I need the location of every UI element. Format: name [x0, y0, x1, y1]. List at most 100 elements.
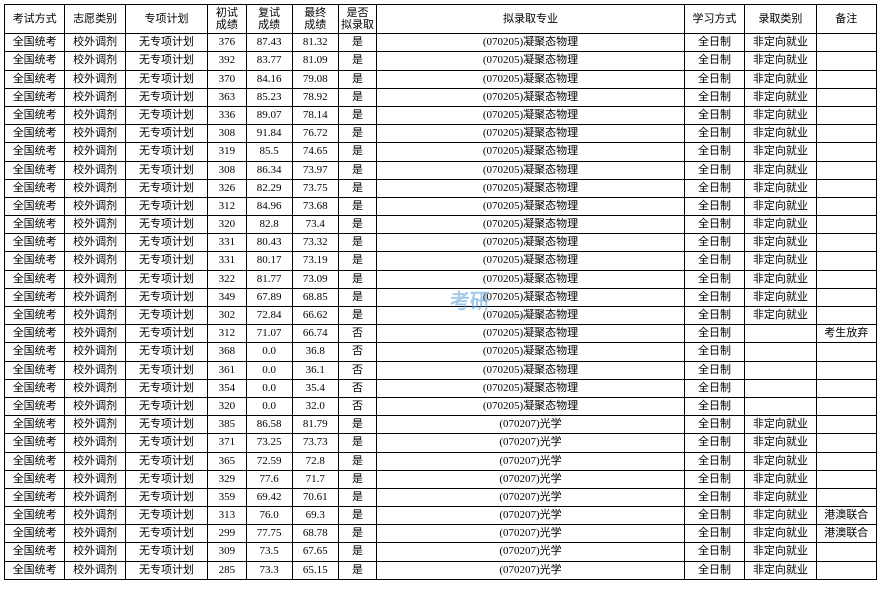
cell-retest: 69.42 — [246, 488, 292, 506]
cell-accept: 是 — [338, 234, 376, 252]
cell-accept: 是 — [338, 216, 376, 234]
cell-major: (070207)光学 — [377, 434, 685, 452]
table-row: 全国统考校外调剂无专项计划33689.0778.14是(070205)凝聚态物理… — [5, 106, 877, 124]
cell-init: 308 — [208, 125, 246, 143]
cell-exam: 全国统考 — [5, 488, 65, 506]
cell-final: 73.19 — [292, 252, 338, 270]
cell-major: (070207)光学 — [377, 416, 685, 434]
cell-study: 全日制 — [684, 125, 744, 143]
cell-remark — [816, 143, 876, 161]
cell-study: 全日制 — [684, 270, 744, 288]
header-remark: 备注 — [816, 5, 876, 34]
cell-remark — [816, 252, 876, 270]
cell-retest: 80.17 — [246, 252, 292, 270]
cell-plan: 无专项计划 — [125, 488, 207, 506]
cell-admit: 非定向就业 — [745, 52, 816, 70]
cell-wish: 校外调剂 — [65, 106, 125, 124]
table-row: 全国统考校外调剂无专项计划32082.873.4是(070205)凝聚态物理全日… — [5, 216, 877, 234]
cell-study: 全日制 — [684, 106, 744, 124]
cell-major: (070205)凝聚态物理 — [377, 179, 685, 197]
cell-accept: 是 — [338, 288, 376, 306]
cell-study: 全日制 — [684, 543, 744, 561]
header-final-score: 最终成绩 — [292, 5, 338, 34]
cell-admit: 非定向就业 — [745, 106, 816, 124]
table-row: 全国统考校外调剂无专项计划30886.3473.97是(070205)凝聚态物理… — [5, 161, 877, 179]
cell-plan: 无专项计划 — [125, 197, 207, 215]
cell-retest: 72.84 — [246, 307, 292, 325]
cell-final: 73.4 — [292, 216, 338, 234]
table-row: 全国统考校外调剂无专项计划39283.7781.09是(070205)凝聚态物理… — [5, 52, 877, 70]
cell-retest: 73.5 — [246, 543, 292, 561]
cell-retest: 87.43 — [246, 34, 292, 52]
cell-remark — [816, 416, 876, 434]
cell-accept: 是 — [338, 307, 376, 325]
cell-exam: 全国统考 — [5, 216, 65, 234]
cell-final: 73.75 — [292, 179, 338, 197]
cell-remark: 考生放弃 — [816, 325, 876, 343]
cell-admit: 非定向就业 — [745, 543, 816, 561]
header-is-accepted: 是否拟录取 — [338, 5, 376, 34]
header-study-mode: 学习方式 — [684, 5, 744, 34]
table-row: 全国统考校外调剂无专项计划3540.035.4否(070205)凝聚态物理全日制 — [5, 379, 877, 397]
cell-exam: 全国统考 — [5, 543, 65, 561]
cell-final: 32.0 — [292, 397, 338, 415]
cell-exam: 全国统考 — [5, 179, 65, 197]
cell-retest: 0.0 — [246, 343, 292, 361]
cell-admit: 非定向就业 — [745, 416, 816, 434]
cell-study: 全日制 — [684, 470, 744, 488]
cell-exam: 全国统考 — [5, 125, 65, 143]
cell-wish: 校外调剂 — [65, 52, 125, 70]
cell-final: 78.14 — [292, 106, 338, 124]
cell-wish: 校外调剂 — [65, 143, 125, 161]
header-init-score: 初试成绩 — [208, 5, 246, 34]
cell-major: (070205)凝聚态物理 — [377, 343, 685, 361]
cell-init: 329 — [208, 470, 246, 488]
cell-admit: 非定向就业 — [745, 234, 816, 252]
cell-admit: 非定向就业 — [745, 525, 816, 543]
cell-exam: 全国统考 — [5, 307, 65, 325]
cell-remark — [816, 561, 876, 579]
table-row: 全国统考校外调剂无专项计划30891.8476.72是(070205)凝聚态物理… — [5, 125, 877, 143]
cell-final: 79.08 — [292, 70, 338, 88]
cell-remark — [816, 161, 876, 179]
cell-init: 331 — [208, 252, 246, 270]
table-row: 全国统考校外调剂无专项计划37173.2573.73是(070207)光学全日制… — [5, 434, 877, 452]
cell-init: 361 — [208, 361, 246, 379]
cell-study: 全日制 — [684, 416, 744, 434]
cell-final: 66.62 — [292, 307, 338, 325]
cell-accept: 是 — [338, 416, 376, 434]
cell-exam: 全国统考 — [5, 252, 65, 270]
cell-init: 319 — [208, 143, 246, 161]
cell-admit: 非定向就业 — [745, 470, 816, 488]
cell-major: (070207)光学 — [377, 452, 685, 470]
cell-init: 365 — [208, 452, 246, 470]
table-row: 全国统考校外调剂无专项计划35969.4270.61是(070207)光学全日制… — [5, 488, 877, 506]
cell-study: 全日制 — [684, 307, 744, 325]
header-retest-score: 复试成绩 — [246, 5, 292, 34]
cell-accept: 是 — [338, 488, 376, 506]
cell-init: 363 — [208, 88, 246, 106]
cell-admit: 非定向就业 — [745, 143, 816, 161]
cell-exam: 全国统考 — [5, 234, 65, 252]
cell-init: 349 — [208, 288, 246, 306]
cell-init: 368 — [208, 343, 246, 361]
cell-major: (070205)凝聚态物理 — [377, 361, 685, 379]
cell-exam: 全国统考 — [5, 434, 65, 452]
cell-plan: 无专项计划 — [125, 470, 207, 488]
cell-wish: 校外调剂 — [65, 343, 125, 361]
cell-study: 全日制 — [684, 379, 744, 397]
cell-exam: 全国统考 — [5, 197, 65, 215]
cell-retest: 80.43 — [246, 234, 292, 252]
cell-exam: 全国统考 — [5, 343, 65, 361]
cell-remark — [816, 543, 876, 561]
cell-accept: 是 — [338, 507, 376, 525]
cell-init: 326 — [208, 179, 246, 197]
cell-final: 68.78 — [292, 525, 338, 543]
cell-study: 全日制 — [684, 561, 744, 579]
admissions-table: 考试方式 志愿类别 专项计划 初试成绩 复试成绩 最终成绩 是否拟录取 拟录取专… — [4, 4, 877, 580]
cell-exam: 全国统考 — [5, 397, 65, 415]
cell-admit: 非定向就业 — [745, 161, 816, 179]
cell-plan: 无专项计划 — [125, 70, 207, 88]
cell-major: (070205)凝聚态物理 — [377, 88, 685, 106]
cell-study: 全日制 — [684, 216, 744, 234]
